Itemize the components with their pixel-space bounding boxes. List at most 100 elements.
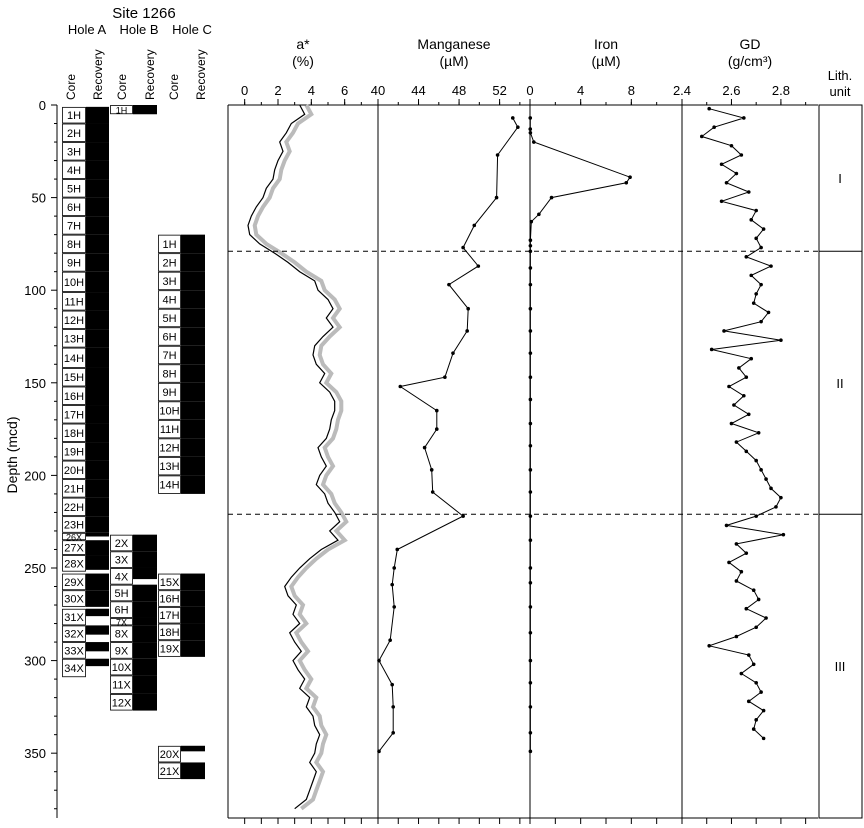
core-box-a xyxy=(62,329,86,348)
core-box-c xyxy=(158,308,181,328)
data-point-mn xyxy=(476,264,481,268)
data-point-fe xyxy=(528,490,533,494)
core-label-a: 20H xyxy=(64,465,84,477)
core-column-header-0: Core xyxy=(64,74,78,100)
data-point-mn xyxy=(510,116,515,120)
data-point-gd xyxy=(746,653,751,657)
lith-subtitle: unit xyxy=(830,84,851,99)
recovery-bar-c xyxy=(181,475,205,494)
recovery-column-header-3: Recovery xyxy=(143,49,157,100)
data-point-gd xyxy=(744,606,749,611)
panel-unit-gd: (g/cm³) xyxy=(728,53,772,69)
data-point-mn xyxy=(451,351,455,355)
core-box-a xyxy=(62,197,86,217)
core-box-a xyxy=(62,625,86,642)
core-box-c xyxy=(158,234,181,254)
core-box-b xyxy=(110,551,133,568)
core-label-a: 21H xyxy=(64,483,84,495)
depth-tick-label: 50 xyxy=(32,191,46,206)
recovery-bar-c xyxy=(181,590,205,607)
data-point-gd xyxy=(744,449,749,454)
core-box-a xyxy=(62,106,86,124)
data-point-gd xyxy=(734,171,739,176)
lith-unit-label: I xyxy=(838,171,842,186)
core-box-a xyxy=(62,271,86,292)
data-point-gd xyxy=(732,403,736,407)
core-column-header-2: Core xyxy=(115,74,129,100)
core-label-a: 29X xyxy=(64,577,84,589)
data-point-mn xyxy=(434,427,439,431)
data-point-gd xyxy=(709,347,714,352)
core-label-a: 14H xyxy=(64,353,84,365)
recovery-bar-a xyxy=(86,532,109,537)
core-label-a: 7H xyxy=(67,220,81,232)
recovery-bar-a xyxy=(86,271,109,293)
core-label-a: 26X xyxy=(66,533,82,543)
recovery-bar-b xyxy=(133,693,157,711)
recovery-bar-c xyxy=(181,419,205,439)
data-point-gd xyxy=(749,273,754,278)
panel-tick-label-fe: 8 xyxy=(628,83,635,98)
data-point-gd xyxy=(754,718,758,722)
recovery-bar-c xyxy=(181,364,205,383)
data-point-fe xyxy=(537,212,541,217)
depth-tick-label: 0 xyxy=(39,98,46,113)
recovery-bar-c xyxy=(181,438,205,457)
data-point-fe xyxy=(528,658,533,663)
core-box-a xyxy=(62,590,86,607)
recovery-bar-a xyxy=(86,608,109,617)
core-label-c: 10H xyxy=(159,406,179,418)
data-point-gd xyxy=(724,180,729,185)
data-point-mn xyxy=(495,153,500,157)
data-point-gd xyxy=(759,282,763,287)
data-point-gd xyxy=(746,190,751,194)
data-point-gd xyxy=(727,560,731,565)
core-label-c: 9H xyxy=(162,387,176,399)
data-point-fe xyxy=(528,514,533,518)
data-point-gd xyxy=(734,440,739,444)
panel-tick-label-gd: 2.4 xyxy=(673,83,691,98)
data-point-fe xyxy=(528,605,533,609)
data-point-mn xyxy=(391,705,396,709)
data-point-gd xyxy=(739,569,744,574)
core-label-c: 14H xyxy=(159,480,179,492)
core-column-header-4: Core xyxy=(167,74,181,100)
hole-c-label: Hole C xyxy=(172,22,212,37)
recovery-bar-a xyxy=(86,197,109,217)
data-point-fe xyxy=(528,421,533,426)
data-point-gd xyxy=(742,116,746,120)
core-label-a: 5H xyxy=(67,183,81,195)
core-label-a: 2H xyxy=(67,128,81,140)
core-box-a xyxy=(62,292,86,311)
data-point-fe xyxy=(528,351,533,355)
core-box-c xyxy=(158,401,181,420)
core-label-a: 23H xyxy=(64,519,84,531)
core-box-a xyxy=(62,160,86,179)
data-point-fe xyxy=(528,266,533,270)
core-box-a xyxy=(62,142,86,161)
core-label-a: 34X xyxy=(64,663,84,675)
data-point-gd xyxy=(746,412,751,417)
core-box-a xyxy=(62,642,86,659)
data-point-gd xyxy=(761,708,766,713)
core-box-a xyxy=(62,540,86,555)
core-box-c xyxy=(158,419,181,439)
core-label-c: 3H xyxy=(162,276,176,288)
core-label-c: 21X xyxy=(160,766,180,778)
recovery-column-header-1: Recovery xyxy=(91,49,105,100)
core-box-a xyxy=(62,253,86,272)
core-box-a xyxy=(62,460,86,479)
data-point-gd xyxy=(754,208,758,213)
core-label-a: 12H xyxy=(64,315,84,327)
data-point-mn xyxy=(398,384,403,389)
astar-envelope xyxy=(252,104,349,811)
data-point-gd xyxy=(766,310,771,315)
data-point-mn xyxy=(461,245,465,250)
recovery-bar-b xyxy=(133,625,157,643)
data-point-gd xyxy=(759,690,763,694)
recovery-bar-b xyxy=(133,675,157,694)
data-point-gd xyxy=(754,458,758,463)
panel-tick-label-astar: 4 xyxy=(308,83,315,98)
core-label-a: 32X xyxy=(64,629,84,641)
